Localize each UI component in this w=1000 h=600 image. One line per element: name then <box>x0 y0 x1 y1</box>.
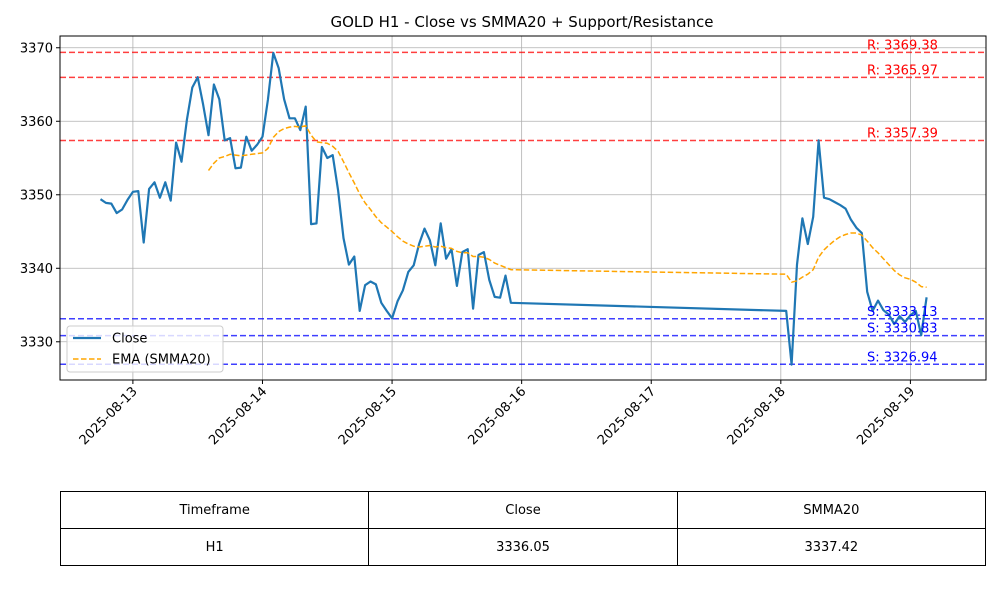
support-label: S: 3330.83 <box>867 322 938 337</box>
table-header-cell: SMMA20 <box>676 491 987 529</box>
y-tick-label: 3340 <box>20 262 53 277</box>
table-cell: 3336.05 <box>368 528 678 566</box>
legend-label: EMA (SMMA20) <box>112 353 211 368</box>
support-resistance-lines <box>60 51 986 366</box>
legend: Close EMA (SMMA20) <box>66 325 224 373</box>
ema-smma20-series-line <box>207 124 927 288</box>
series-lines <box>99 51 928 366</box>
resistance-label: R: 3369.38 <box>867 38 938 53</box>
y-tick-label: 3370 <box>20 41 53 56</box>
chart: GOLD H1 - Close vs SMMA20 + Support/Resi… <box>20 13 987 448</box>
x-tick-label: 2025-08-19 <box>854 384 918 448</box>
x-tick-label: 2025-08-15 <box>336 384 400 448</box>
close-series-line <box>99 51 928 366</box>
x-tick-label: 2025-08-16 <box>465 384 529 448</box>
x-tick-label: 2025-08-13 <box>77 384 141 448</box>
table-cell: H1 <box>59 528 370 566</box>
axis-ticks: 2025-08-13 2025-08-14 2025-08-15 2025-08-16… <box>20 41 918 448</box>
legend-box <box>66 325 224 373</box>
table-header-cell: Timeframe <box>59 491 370 529</box>
plot-frame <box>59 35 987 381</box>
x-tick-label: 2025-08-18 <box>725 384 789 448</box>
grid <box>60 36 986 380</box>
table-header-row: Timeframe Close SMMA20 <box>59 491 987 529</box>
support-label: S: 3326.94 <box>867 350 938 365</box>
resistance-label: R: 3365.97 <box>867 63 938 78</box>
x-tick-label: 2025-08-14 <box>206 384 270 448</box>
summary-table: Timeframe Close SMMA20 H1 3336.05 3337.4… <box>59 491 987 566</box>
table-row: H1 3336.05 3337.42 <box>59 528 987 566</box>
legend-label: Close <box>112 332 147 347</box>
y-tick-label: 3350 <box>20 188 53 203</box>
resistance-label: R: 3357.39 <box>867 126 938 141</box>
table-cell: 3337.42 <box>676 528 987 566</box>
table-header-cell: Close <box>368 491 678 529</box>
y-tick-label: 3330 <box>20 335 53 350</box>
chart-title: GOLD H1 - Close vs SMMA20 + Support/Resi… <box>330 13 713 31</box>
x-tick-label: 2025-08-17 <box>595 384 659 448</box>
level-labels: R: 3369.38 R: 3365.97 R: 3357.39 S: 3333.13… <box>867 38 938 365</box>
support-label: S: 3333.13 <box>867 305 938 320</box>
y-tick-label: 3360 <box>20 115 53 130</box>
